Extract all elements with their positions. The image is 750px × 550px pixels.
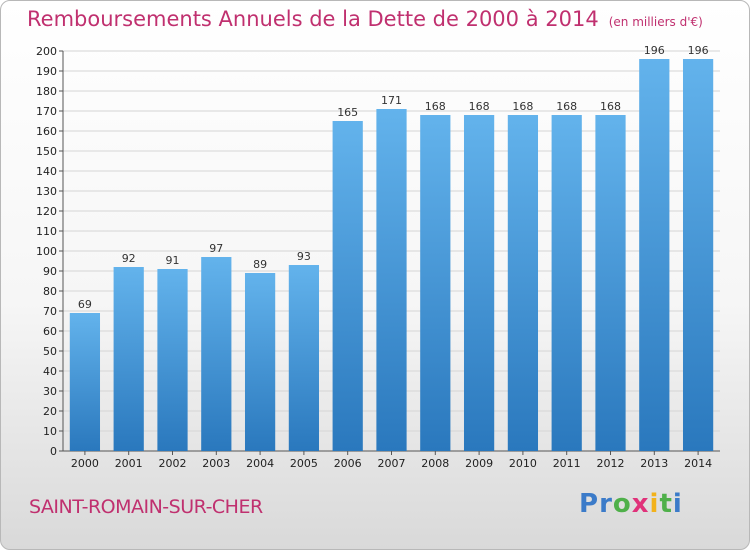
y-tick-label: 70 <box>43 305 57 318</box>
bar <box>69 313 101 451</box>
x-tick-label: 2002 <box>159 457 187 470</box>
x-tick-label: 2007 <box>378 457 406 470</box>
y-tick-label: 90 <box>43 265 57 278</box>
x-tick-label: 2014 <box>684 457 712 470</box>
bar <box>507 115 539 451</box>
bar <box>113 267 144 451</box>
x-tick-label: 2009 <box>465 457 493 470</box>
y-tick-label: 170 <box>36 105 57 118</box>
logo-letter: x <box>631 489 650 519</box>
data-label: 69 <box>78 298 92 311</box>
data-label: 91 <box>166 254 180 267</box>
bar <box>639 59 670 451</box>
data-label: 168 <box>425 100 446 113</box>
bar <box>157 269 188 451</box>
y-tick-label: 190 <box>36 65 57 78</box>
bar <box>420 115 451 451</box>
proxiti-logo: Proxiti <box>579 489 683 519</box>
bar <box>682 59 714 451</box>
data-label: 97 <box>209 242 223 255</box>
logo-letter: i <box>672 489 683 519</box>
logo-letter: r <box>599 489 613 519</box>
y-tick-label: 40 <box>43 365 57 378</box>
bar <box>376 109 407 451</box>
y-tick-label: 160 <box>36 125 57 138</box>
y-tick-label: 150 <box>36 145 57 158</box>
y-tick-label: 80 <box>43 285 57 298</box>
y-tick-label: 180 <box>36 85 57 98</box>
city-name: SAINT-ROMAIN-SUR-CHER <box>29 496 263 518</box>
data-label: 196 <box>644 44 665 57</box>
x-tick-label: 2005 <box>290 457 318 470</box>
data-label: 196 <box>688 44 709 57</box>
bar <box>463 115 495 451</box>
x-tick-label: 2013 <box>640 457 668 470</box>
logo-letter: i <box>649 489 660 519</box>
x-tick-label: 2001 <box>115 457 143 470</box>
data-label: 165 <box>337 106 358 119</box>
y-tick-label: 200 <box>36 45 57 58</box>
bar <box>201 257 232 451</box>
x-tick-label: 2008 <box>421 457 449 470</box>
logo-letter: t <box>659 489 673 519</box>
bar <box>288 265 320 451</box>
y-tick-label: 50 <box>43 345 57 358</box>
logo-letter: P <box>579 489 600 519</box>
bar <box>244 273 276 451</box>
y-tick-label: 130 <box>36 185 57 198</box>
bar <box>595 115 626 451</box>
x-tick-label: 2000 <box>71 457 99 470</box>
x-tick-label: 2012 <box>597 457 625 470</box>
y-tick-label: 110 <box>36 225 57 238</box>
x-tick-label: 2006 <box>334 457 362 470</box>
x-tick-label: 2004 <box>246 457 274 470</box>
data-label: 168 <box>600 100 621 113</box>
chart-title: Remboursements Annuels de la Dette de 20… <box>27 7 703 31</box>
data-label: 168 <box>556 100 577 113</box>
data-label: 89 <box>253 258 267 271</box>
y-tick-label: 20 <box>43 405 57 418</box>
data-label: 171 <box>381 94 402 107</box>
bars <box>69 59 714 451</box>
labels: 0 10 20 30 40 50 60 70 80 90 100 110 120 130 140 150 160… <box>36 44 712 470</box>
chart-title-text: Remboursements Annuels de la Dette de 20… <box>27 7 599 31</box>
x-tick-label: 2011 <box>553 457 581 470</box>
y-tick-label: 0 <box>50 445 57 458</box>
bar <box>551 115 582 451</box>
y-tick-label: 60 <box>43 325 57 338</box>
data-label: 168 <box>512 100 533 113</box>
y-tick-label: 140 <box>36 165 57 178</box>
bar <box>332 121 363 451</box>
data-label: 93 <box>297 250 311 263</box>
x-tick-label: 2003 <box>202 457 230 470</box>
y-tick-label: 30 <box>43 385 57 398</box>
y-tick-label: 100 <box>36 245 57 258</box>
logo-letter: o <box>612 489 632 519</box>
chart-unit: (en milliers d'€) <box>608 15 703 29</box>
y-tick-label: 10 <box>43 425 57 438</box>
x-tick-label: 2010 <box>509 457 537 470</box>
y-tick-label: 120 <box>36 205 57 218</box>
data-label: 168 <box>469 100 490 113</box>
data-label: 92 <box>122 252 136 265</box>
